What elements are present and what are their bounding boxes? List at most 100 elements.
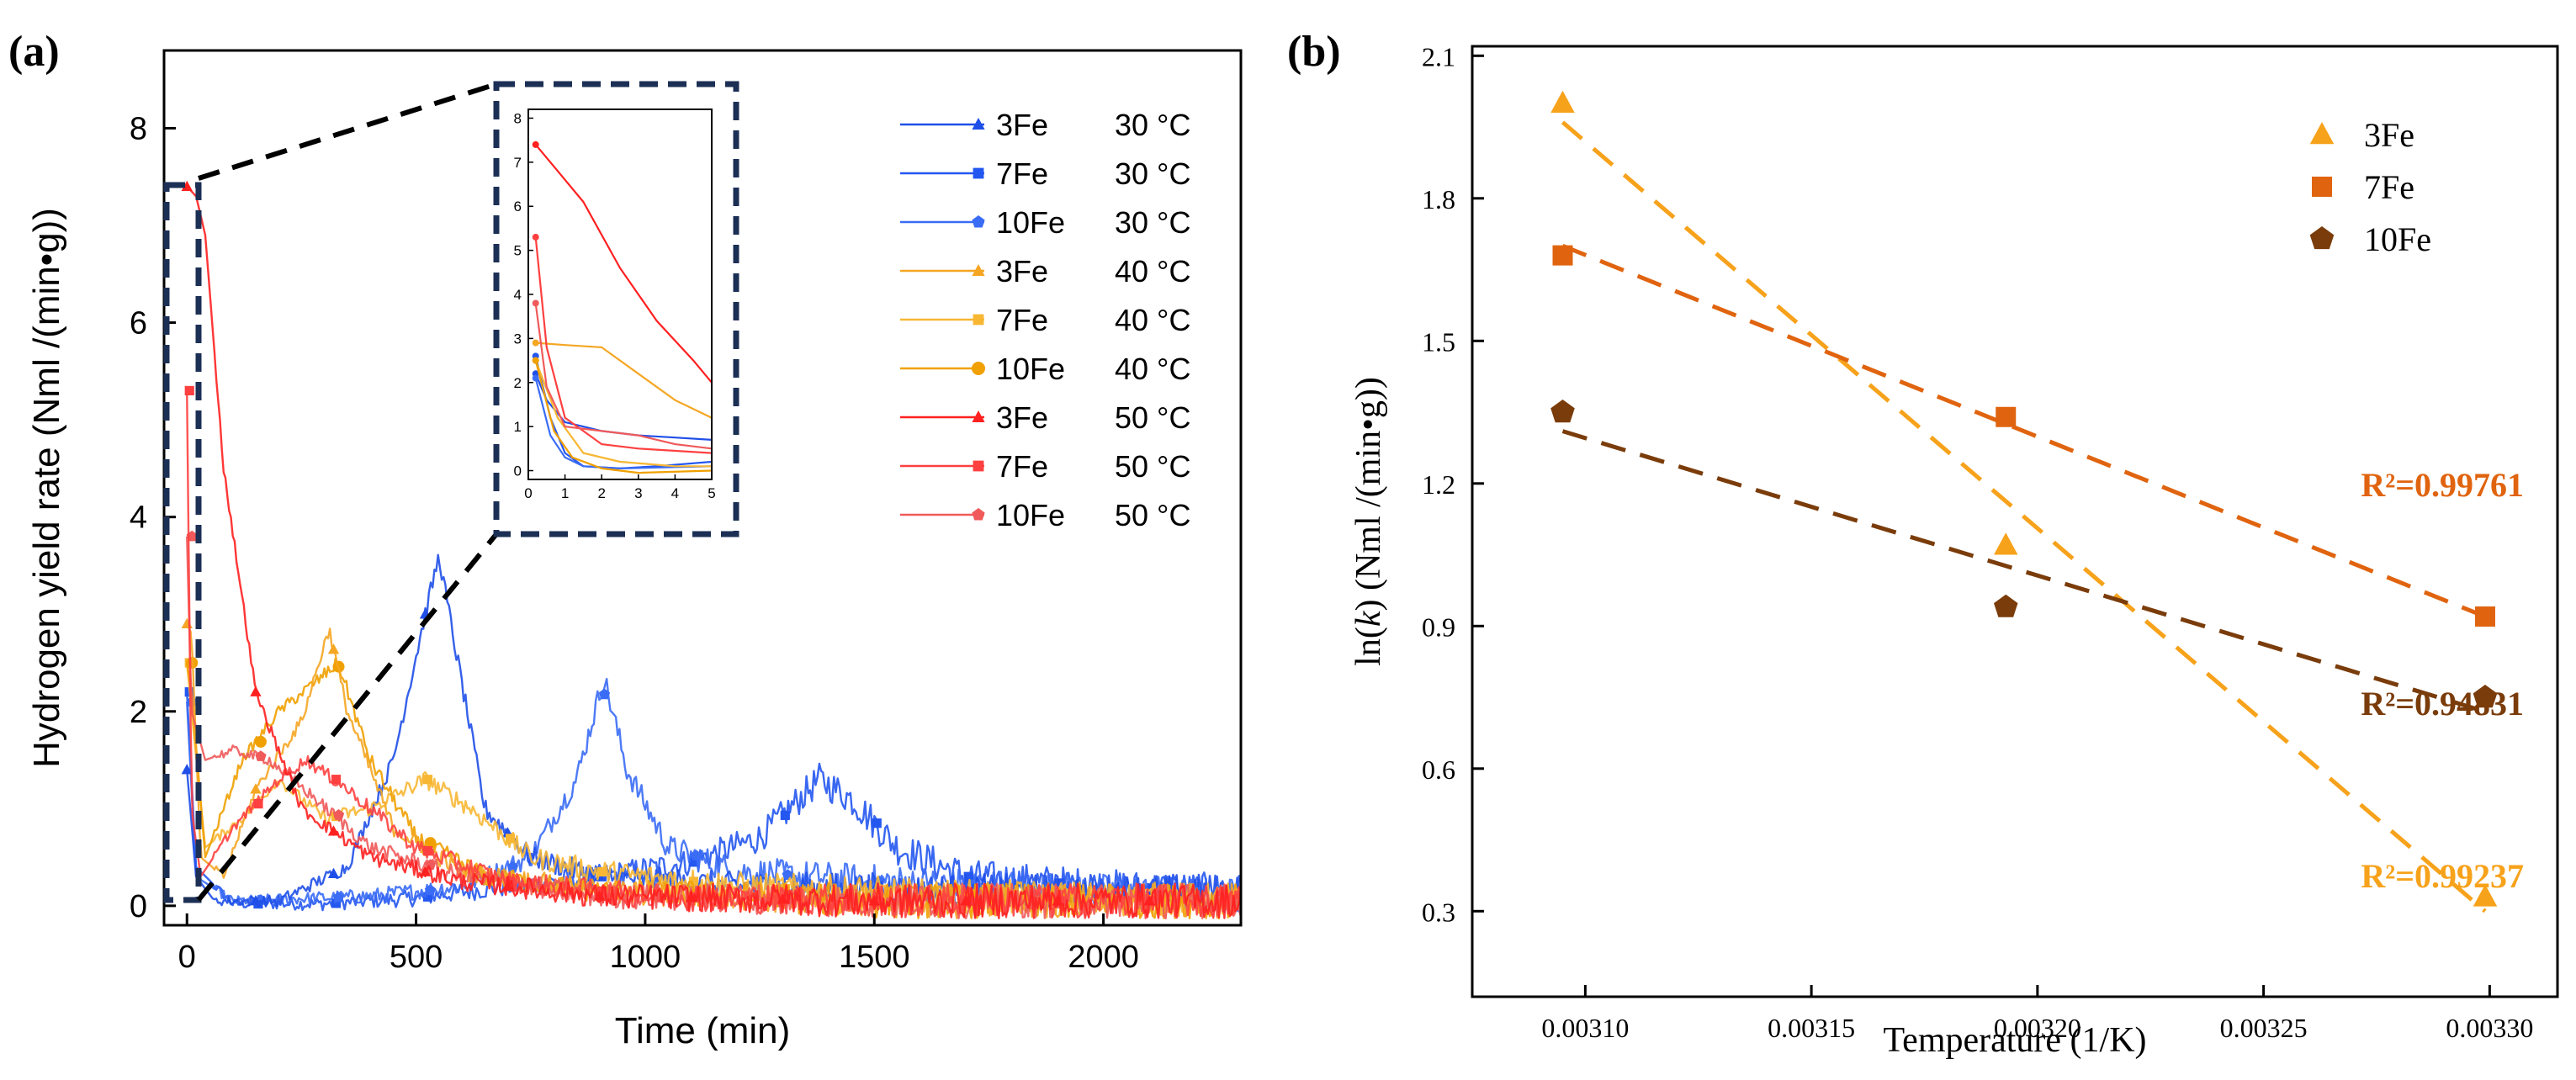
b-x-ticks: 0.00310 0.00315 0.00320 0.00325 0.00330 (1541, 985, 2533, 1043)
inset-y-tick-label: 5 (514, 243, 522, 259)
a-x-tick-label: 2000 (1068, 940, 1139, 975)
b-legend-label: 7Fe (2364, 168, 2414, 206)
a-trace-marker (422, 775, 433, 785)
b-legend-marker (2312, 177, 2332, 197)
a-y-axis-label: Hydrogen yield rate (Nml /(min•g)) (26, 208, 67, 768)
b-y-ticks: 0.3 0.6 0.9 1.2 1.5 1.8 2.1 (1422, 41, 1484, 927)
inset-trace-marker (532, 357, 539, 364)
b-y-tick-label: 1.2 (1422, 469, 1455, 500)
a-legend-marker (973, 460, 984, 472)
a-trace-line (186, 553, 1243, 910)
a-trace-marker (250, 783, 262, 794)
inset-y-tick-label: 4 (514, 287, 522, 303)
a-trace-marker (181, 617, 193, 629)
b-points (1550, 90, 2498, 907)
a-x-tick-label: 1500 (839, 940, 910, 975)
panel-a-label: (a) (8, 28, 60, 76)
b-y-label-k: k (1349, 610, 1388, 627)
inset-trace-line (534, 378, 713, 470)
a-trace-line (186, 691, 1243, 912)
a-legend-sample: 3Fe (996, 108, 1048, 142)
a-trace-marker (506, 860, 519, 872)
inset-x-tick-label: 1 (561, 485, 569, 501)
b-x-tick-label: 0.00310 (1541, 1013, 1629, 1043)
a-trace-marker (181, 180, 193, 192)
a-trace-marker (250, 895, 262, 906)
inset-x-tick-label: 3 (634, 485, 642, 501)
a-legend-sample: 7Fe (996, 449, 1048, 484)
b-x-tick-label: 0.00315 (1768, 1013, 1855, 1043)
b-data-point (2473, 685, 2498, 708)
a-x-tick-label: 1000 (610, 940, 681, 975)
b-y-label-suffix: ) (Nml /(min•g)) (1349, 377, 1388, 611)
inset-trace-line (534, 144, 713, 384)
a-legend-marker (973, 314, 984, 326)
a-legend-sample: 7Fe (996, 156, 1048, 191)
b-x-tick-label: 0.00325 (2220, 1013, 2308, 1043)
b-data-point (1550, 400, 1575, 423)
plot-b-frame (1471, 45, 2559, 998)
inset-y-tick-label: 6 (514, 199, 522, 214)
b-legend-marker (2309, 226, 2335, 250)
a-trace-marker (872, 818, 882, 829)
a-trace-marker (184, 385, 194, 396)
a-legend-marker (972, 264, 985, 276)
a-trace-marker (688, 876, 698, 887)
b-y-tick-label: 0.9 (1422, 611, 1455, 642)
inset-y-tick-label: 1 (514, 419, 522, 435)
a-y-tick-label: 4 (130, 500, 147, 536)
a-trace-marker (593, 890, 606, 901)
b-data-point (1994, 532, 2018, 555)
a-trace-marker (250, 686, 262, 696)
a-x-ticks: 0 500 1000 1500 2000 (178, 913, 1139, 975)
b-data-point (1552, 245, 1573, 266)
inset-x-tick-label: 0 (524, 485, 532, 501)
a-trace-marker (598, 688, 611, 700)
a-legend-marker (972, 118, 985, 130)
a-trace-marker (181, 764, 193, 775)
b-y-tick-label: 0.3 (1422, 897, 1455, 927)
zoom-leader-bottom (196, 532, 499, 902)
a-legend-sample: 7Fe (996, 303, 1048, 337)
a-trace-line (186, 677, 1242, 913)
a-trace-marker (422, 846, 433, 856)
b-fit-line (1561, 429, 2486, 714)
a-legend-temperature: 30 °C (1115, 205, 1190, 240)
inset-y-tick-label: 0 (514, 463, 522, 479)
b-y-tick-label: 0.6 (1422, 754, 1455, 785)
b-x-axis-label: Temperature (1/K) (1883, 1021, 2146, 1060)
a-legend-marker (972, 508, 985, 521)
b-r2-label: R²=0.99761 (2361, 466, 2524, 504)
b-legend: 3Fe 7Fe 10Fe (2309, 116, 2431, 258)
a-trace-marker (424, 884, 437, 896)
a-legend-temperature: 50 °C (1115, 498, 1190, 532)
a-trace-marker (332, 809, 345, 820)
a-legend-temperature: 50 °C (1115, 400, 1190, 435)
panel-b-label: (b) (1287, 28, 1341, 76)
a-trace-marker (868, 895, 880, 906)
a-legend-sample: 10Fe (996, 498, 1065, 532)
a-trace-marker (501, 880, 514, 892)
b-fit-line (1561, 243, 2486, 619)
a-trace-marker (1143, 895, 1155, 906)
zoom-leader-top (198, 82, 497, 181)
a-legend-temperature: 40 °C (1115, 303, 1190, 337)
a-y-tick-label: 6 (130, 306, 147, 341)
inset-trace-line (534, 236, 713, 454)
a-trace-marker (419, 866, 432, 876)
inset-trace-marker (532, 299, 539, 307)
a-y-tick-label: 8 (130, 111, 147, 146)
b-r2-labels: R²=0.99237 R²=0.99761 R²=0.94831 (2361, 466, 2524, 895)
a-legend-sample: 10Fe (996, 205, 1065, 240)
inset-x-tick-label: 2 (597, 485, 605, 501)
a-trace-marker (327, 643, 340, 654)
b-data-point (2473, 884, 2498, 907)
inset-ticks: 0 1 2 3 4 5 0 1 2 3 4 5 6 7 8 (514, 110, 716, 501)
a-trace-marker (685, 892, 697, 903)
zoom-region-box (163, 182, 202, 903)
a-y-tick-label: 0 (130, 889, 147, 924)
inset-trace-marker (532, 374, 539, 382)
a-trace-marker (596, 866, 607, 877)
